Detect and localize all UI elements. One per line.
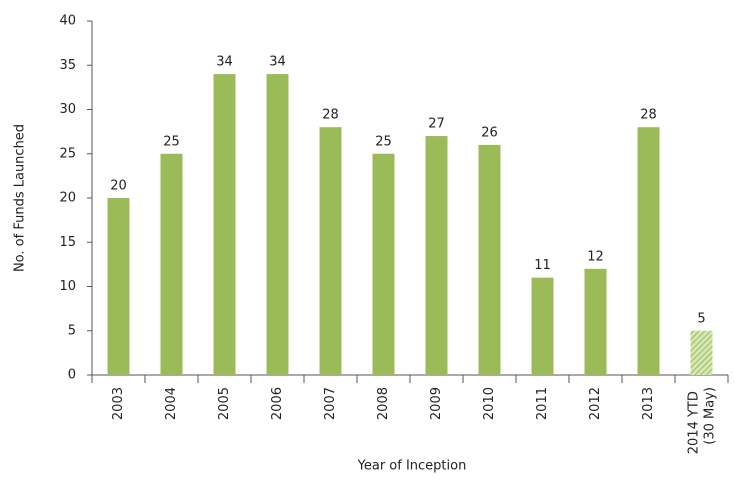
y-tick-label: 15 xyxy=(59,235,76,250)
value-label: 27 xyxy=(428,117,445,132)
y-tick-label: 0 xyxy=(68,368,76,383)
bar xyxy=(372,153,395,375)
x-tick-label-line: (30 May) xyxy=(702,387,717,445)
bar xyxy=(213,74,236,375)
x-tick-label: 2005 xyxy=(217,387,232,420)
x-tick-label: 2004 xyxy=(164,387,179,420)
bar xyxy=(425,136,448,375)
bar xyxy=(637,127,660,375)
x-tick-label-line: 2014 YTD xyxy=(686,387,701,454)
x-tick-label: 2014 YTD (30 May) xyxy=(686,387,717,454)
bar xyxy=(266,74,289,375)
value-label: 20 xyxy=(110,179,127,194)
y-tick-label: 25 xyxy=(59,146,76,161)
y-tick-label: 5 xyxy=(68,323,76,338)
y-tick-label: 10 xyxy=(59,279,76,294)
value-label: 28 xyxy=(322,108,339,123)
y-tick-label: 20 xyxy=(59,191,76,206)
x-tick-label: 2008 xyxy=(376,387,391,420)
value-label: 12 xyxy=(587,249,604,264)
x-tick-label: 2003 xyxy=(111,387,126,420)
bar xyxy=(107,198,130,375)
bar xyxy=(584,268,607,375)
y-tick-label: 35 xyxy=(59,58,76,73)
value-label: 25 xyxy=(375,134,392,149)
bar xyxy=(478,144,501,375)
bar xyxy=(690,330,713,375)
value-label: 25 xyxy=(163,134,180,149)
value-label: 28 xyxy=(640,108,657,123)
x-tick-label: 2010 xyxy=(482,387,497,420)
x-tick-label: 2011 xyxy=(535,387,550,420)
value-label: 26 xyxy=(481,125,498,140)
y-tick-label: 30 xyxy=(59,102,76,117)
value-label: 11 xyxy=(534,258,551,273)
y-axis-title: No. of Funds Launched xyxy=(13,124,28,272)
bar xyxy=(531,277,554,375)
value-label: 34 xyxy=(216,55,233,70)
value-label: 34 xyxy=(269,55,286,70)
bar xyxy=(160,153,183,375)
x-tick-label: 2007 xyxy=(323,387,338,420)
bar xyxy=(319,127,342,375)
x-tick-label: 2009 xyxy=(429,387,444,420)
value-label: 5 xyxy=(697,311,705,326)
x-tick-label: 2013 xyxy=(641,387,656,420)
x-tick-label: 2012 xyxy=(588,387,603,420)
y-tick-label: 40 xyxy=(59,14,76,29)
x-tick-label: 2006 xyxy=(270,387,285,420)
x-axis-title: Year of Inception xyxy=(357,459,467,474)
